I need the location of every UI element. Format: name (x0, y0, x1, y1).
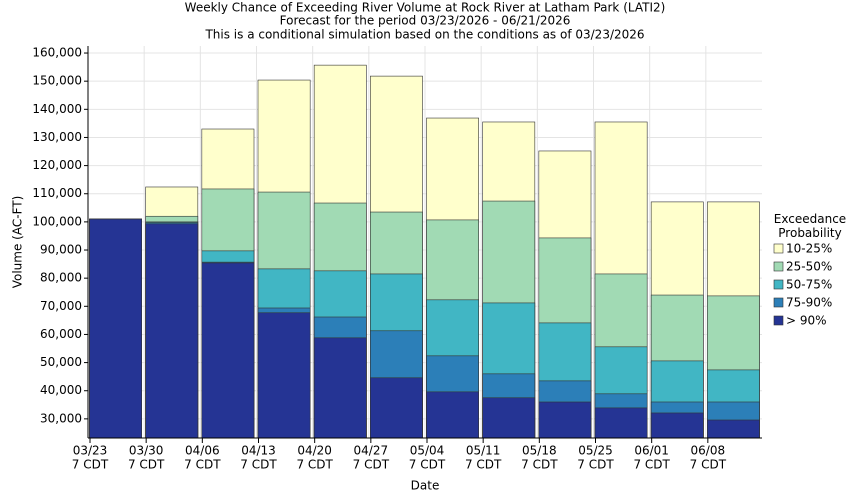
legend-swatch (773, 315, 784, 326)
x-tick-label: 03/23 (73, 444, 108, 458)
legend-swatch (773, 297, 784, 308)
bar (538, 401, 592, 439)
x-tick-label: 04/06 (185, 444, 220, 458)
bar (89, 218, 142, 439)
legend-title-line: Exceedance (774, 212, 846, 226)
y-tick-label: 150,000 (32, 74, 82, 88)
x-tick-label: 04/20 (297, 444, 332, 458)
bar (201, 262, 255, 439)
y-tick-label: 90,000 (40, 243, 82, 257)
bar (370, 377, 423, 439)
legend-swatch (773, 261, 784, 272)
x-tick-label: 05/04 (410, 444, 445, 458)
bar (650, 412, 704, 439)
bar (426, 391, 479, 439)
legend-label: 50-75% (786, 278, 832, 292)
y-tick-label: 160,000 (32, 46, 82, 60)
bar (257, 312, 311, 439)
x-tick-sublabel: 7 CDT (296, 458, 333, 472)
x-tick-sublabel: 7 CDT (521, 458, 558, 472)
bar (145, 223, 199, 439)
legend-label: 75-90% (786, 296, 832, 310)
x-tick-sublabel: 7 CDT (633, 458, 670, 472)
y-tick-label: 120,000 (32, 158, 82, 172)
x-tick-sublabel: 7 CDT (128, 458, 165, 472)
x-tick-sublabel: 7 CDT (465, 458, 502, 472)
x-tick-label: 06/01 (634, 444, 669, 458)
x-tick-label: 03/30 (129, 444, 164, 458)
y-tick-label: 130,000 (32, 130, 82, 144)
x-tick-label: 05/25 (578, 444, 613, 458)
y-tick-label: 70,000 (40, 299, 82, 313)
x-tick-sublabel: 7 CDT (240, 458, 277, 472)
bar (482, 397, 536, 439)
y-tick-label: 110,000 (32, 186, 82, 200)
x-tick-label: 06/08 (691, 444, 726, 458)
legend-swatch (773, 243, 784, 254)
y-tick-label: 40,000 (40, 383, 82, 397)
bar (594, 407, 648, 439)
y-tick-label: 100,000 (32, 214, 82, 228)
chart-subtitle: Forecast for the period 03/23/2026 - 06/… (280, 14, 571, 28)
legend-title: Exceedance Probability (774, 212, 846, 240)
legend-label: 25-50% (786, 260, 832, 274)
x-tick-sublabel: 7 CDT (72, 458, 109, 472)
y-axis-label: Volume (AC-FT) (11, 196, 25, 289)
bar (707, 419, 760, 439)
chart-title: Weekly Chance of Exceeding River Volume … (185, 1, 666, 15)
legend-title-line: Probability (778, 226, 841, 240)
y-tick-label: 80,000 (40, 271, 82, 285)
chart-note: This is a conditional simulation based o… (204, 28, 644, 42)
legend-label: 10-25% (786, 242, 832, 256)
x-tick-sublabel: 7 CDT (690, 458, 727, 472)
x-tick-sublabel: 7 CDT (577, 458, 614, 472)
x-axis-label: Date (411, 479, 440, 493)
y-tick-label: 140,000 (32, 102, 82, 116)
x-tick-label: 04/27 (354, 444, 389, 458)
bar (313, 337, 367, 439)
legend-swatch (773, 279, 784, 290)
legend-label: > 90% (786, 314, 827, 328)
y-tick-label: 60,000 (40, 327, 82, 341)
x-tick-label: 04/13 (241, 444, 276, 458)
x-tick-sublabel: 7 CDT (184, 458, 221, 472)
x-tick-label: 05/18 (522, 444, 557, 458)
y-tick-label: 50,000 (40, 355, 82, 369)
y-tick-label: 30,000 (40, 411, 82, 425)
x-tick-sublabel: 7 CDT (353, 458, 390, 472)
x-tick-label: 05/11 (466, 444, 501, 458)
x-tick-sublabel: 7 CDT (409, 458, 446, 472)
